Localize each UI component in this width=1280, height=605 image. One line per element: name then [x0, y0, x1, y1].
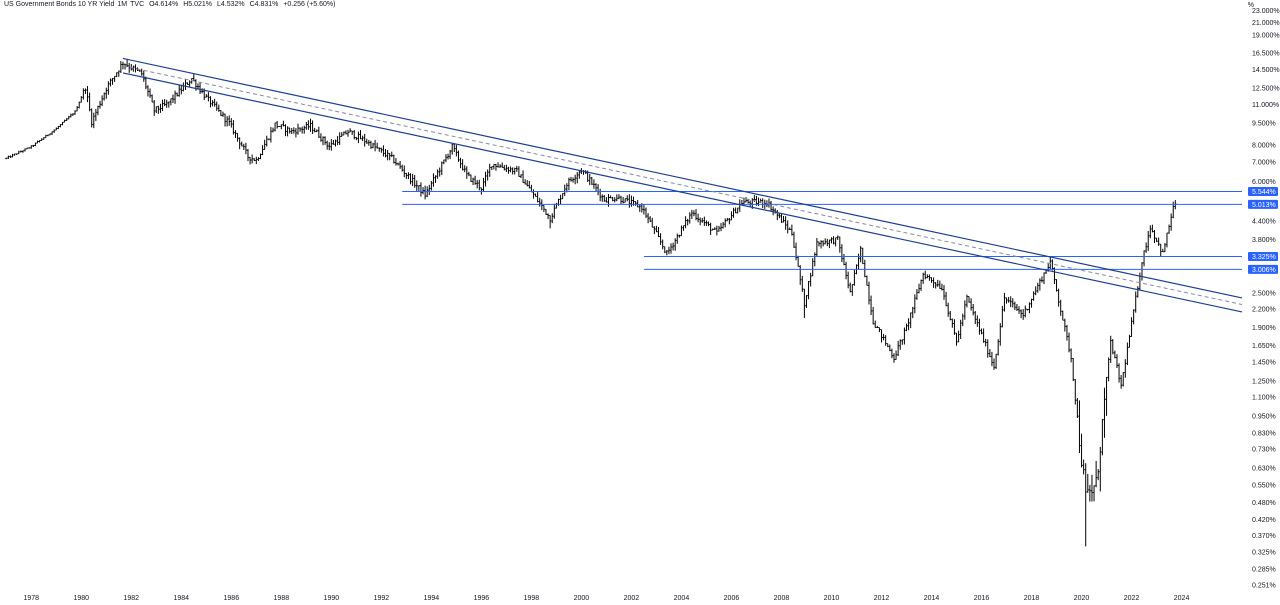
- y-tick-label: 11.000%: [1252, 102, 1279, 109]
- legend-low: L4.532%: [216, 1, 245, 8]
- legend-interval: 1M: [117, 1, 128, 8]
- y-tick-label: 8.000%: [1252, 142, 1276, 149]
- y-tick-label: 0.630%: [1252, 465, 1276, 472]
- y-tick-label: 0.550%: [1252, 483, 1276, 490]
- y-tick-label: 1.900%: [1252, 325, 1276, 332]
- y-tick-label: 23.000%: [1252, 8, 1280, 15]
- x-tick-label: 1986: [224, 595, 240, 602]
- y-tick-label: 1.650%: [1252, 343, 1276, 350]
- y-tick-label: 7.000%: [1252, 159, 1276, 166]
- y-tick-label: 0.285%: [1252, 566, 1276, 573]
- y-tick-label: 4.400%: [1252, 218, 1276, 225]
- x-tick-label: 1998: [524, 595, 540, 602]
- price-label-badge: [1248, 199, 1278, 209]
- price-label-text: 3.006%: [1252, 267, 1276, 274]
- y-tick-label: 1.100%: [1252, 395, 1276, 402]
- x-tick-label: 2014: [924, 595, 940, 602]
- y-tick-label: 14.500%: [1252, 67, 1280, 74]
- legend-source: TVC: [130, 1, 145, 8]
- y-tick-label: 0.480%: [1252, 500, 1276, 507]
- x-tick-label: 1988: [274, 595, 290, 602]
- y-tick-label: 0.730%: [1252, 447, 1276, 454]
- y-tick-label: 0.950%: [1252, 413, 1276, 420]
- y-tick-label: 6.000%: [1252, 179, 1276, 186]
- trend-channel-upper[interactable]: [122, 57, 1243, 299]
- y-tick-label: 0.325%: [1252, 550, 1276, 557]
- x-tick-label: 2018: [1024, 595, 1040, 602]
- price-label-text: 3.325%: [1252, 254, 1276, 261]
- price-label-text: 5.544%: [1252, 189, 1276, 196]
- legend-close: C4.831%: [249, 1, 279, 8]
- price-label-badge: [1248, 264, 1278, 274]
- price-unit-label: %: [1247, 2, 1254, 9]
- y-tick-label: 0.370%: [1252, 533, 1276, 540]
- legend-open: O4.614%: [149, 1, 179, 8]
- y-tick-label: 16.500%: [1252, 50, 1280, 57]
- x-tick-label: 2022: [1124, 595, 1140, 602]
- y-tick-label: 1.450%: [1252, 360, 1276, 367]
- price-label-text: 5.013%: [1252, 202, 1276, 209]
- legend-change: +0.256 (+5.60%): [283, 1, 336, 8]
- y-tick-label: 2.200%: [1252, 307, 1276, 314]
- x-tick-label: 2004: [674, 595, 690, 602]
- y-tick-label: 21.000%: [1252, 20, 1280, 27]
- x-tick-label: 1994: [424, 595, 440, 602]
- x-tick-label: 2012: [874, 595, 890, 602]
- chart-legend: US Government Bonds 10 YR Yield 1M TVC O4.…: [4, 1, 338, 8]
- x-tick-label: 1990: [324, 595, 340, 602]
- legend-symbol: US Government Bonds 10 YR Yield: [4, 1, 115, 8]
- trend-channel-lower[interactable]: [122, 72, 1243, 313]
- price-label-badge: [1248, 187, 1278, 197]
- x-tick-label: 1992: [374, 595, 390, 602]
- trend-channel-mid[interactable]: [122, 65, 1243, 305]
- x-tick-label: 2006: [724, 595, 740, 602]
- x-tick-label: 1980: [73, 595, 89, 602]
- x-tick-label: 2024: [1174, 595, 1190, 602]
- y-tick-label: 0.251%: [1252, 582, 1276, 589]
- x-tick-label: 1984: [174, 595, 190, 602]
- x-tick-label: 1996: [474, 595, 490, 602]
- y-tick-label: 3.800%: [1252, 237, 1276, 244]
- y-tick-label: 0.830%: [1252, 430, 1276, 437]
- x-tick-label: 2016: [974, 595, 990, 602]
- x-tick-label: 2008: [774, 595, 790, 602]
- x-tick-label: 2000: [574, 595, 590, 602]
- y-tick-label: 19.000%: [1252, 33, 1280, 40]
- x-tick-label: 1978: [23, 595, 39, 602]
- y-tick-label: 1.250%: [1252, 378, 1276, 385]
- legend-high: H5.021%: [183, 1, 213, 8]
- x-tick-label: 1982: [123, 595, 139, 602]
- y-tick-label: 0.420%: [1252, 517, 1276, 524]
- x-tick-label: 2010: [824, 595, 840, 602]
- x-tick-label: 2002: [624, 595, 640, 602]
- y-tick-label: 2.500%: [1252, 290, 1276, 297]
- price-label-badge: [1248, 252, 1278, 262]
- x-tick-label: 2020: [1074, 595, 1090, 602]
- y-tick-label: 12.500%: [1252, 86, 1280, 93]
- y-tick-label: 9.500%: [1252, 121, 1276, 128]
